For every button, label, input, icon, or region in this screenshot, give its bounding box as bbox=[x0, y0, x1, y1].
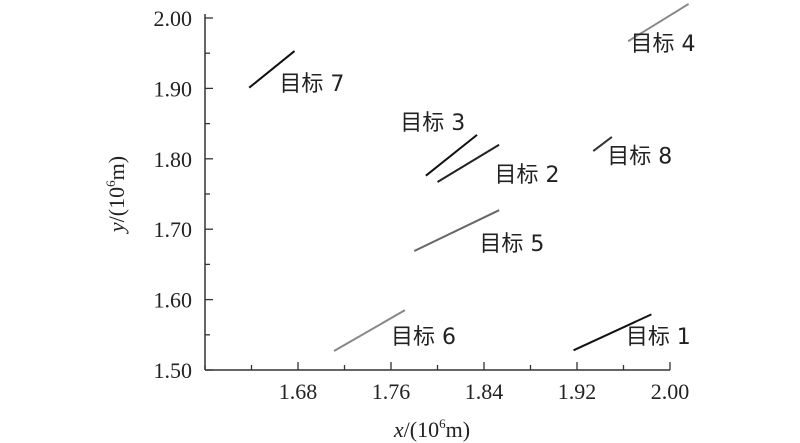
chart-labels: 目标 1 目标 2 目标 3 目标 4 目标 5 目标 6 目标 7 目标 8 bbox=[279, 32, 695, 350]
x-axis-label: x/(106m) bbox=[393, 416, 470, 442]
x-tick-label: 2.00 bbox=[651, 379, 690, 404]
target-label: 目标 4 bbox=[630, 32, 695, 57]
target-label: 目标 5 bbox=[479, 232, 544, 257]
y-tick-label: 1.70 bbox=[154, 217, 193, 242]
x-tick-label: 1.68 bbox=[279, 379, 318, 404]
x-tick-label: 1.84 bbox=[465, 379, 504, 404]
chart-ticks: 1.68 1.76 1.84 1.92 2.00 1.50 1.60 1.70 1.80 1.90… bbox=[154, 6, 690, 404]
target-label: 目标 6 bbox=[391, 325, 456, 350]
target-label: 目标 8 bbox=[607, 145, 672, 170]
target-track-line bbox=[627, 3, 690, 43]
target-label: 目标 3 bbox=[400, 111, 465, 136]
chart-series bbox=[248, 3, 690, 352]
y-tick-label: 1.60 bbox=[154, 288, 193, 313]
target-track-line bbox=[425, 134, 478, 177]
target-track-line bbox=[413, 209, 500, 252]
y-tick-label: 1.80 bbox=[154, 147, 193, 172]
target-track-line bbox=[248, 50, 296, 89]
y-tick-label: 1.50 bbox=[154, 358, 193, 383]
target-track-line bbox=[573, 313, 652, 352]
target-track-line bbox=[333, 309, 406, 352]
target-track-line bbox=[436, 143, 500, 183]
target-label: 目标 1 bbox=[626, 325, 691, 350]
target-track-line bbox=[592, 136, 613, 152]
target-label: 目标 7 bbox=[279, 72, 344, 97]
x-tick-label: 1.92 bbox=[558, 379, 597, 404]
y-axis-label: y/(106m) bbox=[103, 156, 129, 234]
x-tick-label: 1.76 bbox=[372, 379, 411, 404]
y-tick-label: 2.00 bbox=[154, 6, 193, 31]
target-label: 目标 2 bbox=[494, 163, 559, 188]
y-tick-label: 1.90 bbox=[154, 76, 193, 101]
